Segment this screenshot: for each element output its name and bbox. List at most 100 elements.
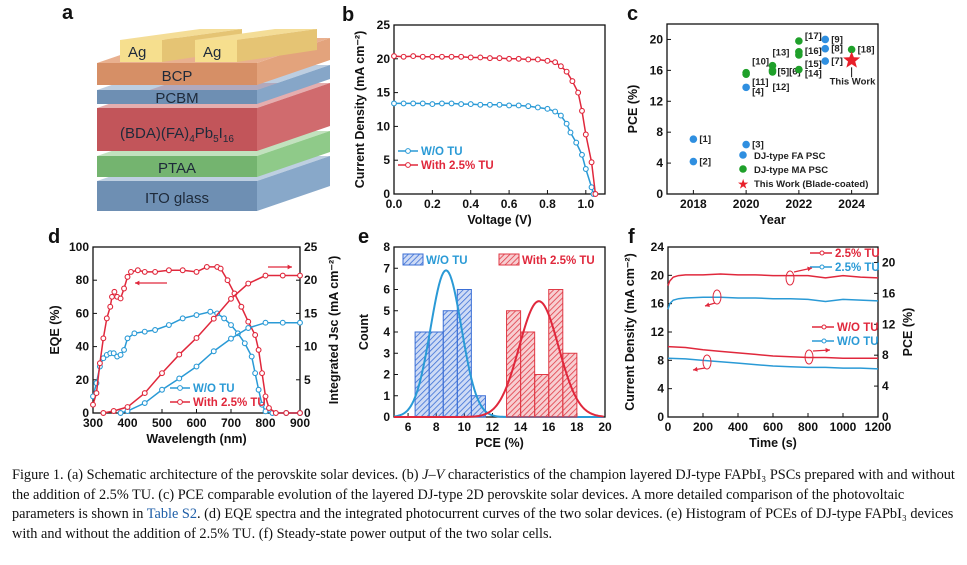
- series-indicator-oval: [702, 354, 712, 370]
- data-point: [410, 53, 417, 60]
- data-point: [534, 104, 541, 111]
- panel-letter-b: b: [342, 4, 354, 26]
- data-point: [575, 89, 582, 96]
- legend-swatch: [498, 253, 520, 266]
- data-point: [193, 335, 200, 341]
- y2-tick-label: 8: [882, 348, 889, 362]
- y-tick-label: 12: [650, 94, 664, 108]
- table-s2-link[interactable]: Table S2: [146, 506, 197, 522]
- legend-label: W/O TU: [837, 336, 879, 348]
- electrode-label: Ag: [203, 44, 221, 61]
- layer-label-bcp: BCP: [162, 68, 193, 85]
- y-tick-label: 20: [651, 268, 665, 282]
- steady-state-curve: [667, 296, 879, 310]
- layer-side: [257, 65, 330, 104]
- data-point: [279, 272, 286, 279]
- data-point: [193, 312, 200, 319]
- x-tick-label: 2022: [786, 197, 813, 211]
- data-point: [552, 108, 559, 115]
- y2-tick-label: 20: [304, 273, 318, 287]
- data-point: [245, 280, 252, 287]
- data-point: [458, 53, 465, 60]
- data-point: [506, 102, 513, 109]
- data-point: [210, 348, 217, 355]
- caption-jv-v: V: [435, 467, 445, 483]
- data-point: [203, 263, 210, 270]
- data-point: [165, 322, 172, 328]
- data-point: [515, 55, 522, 62]
- x-tick-label: 2020: [733, 197, 760, 211]
- layer-side: [257, 83, 330, 151]
- x-axis-label: Wavelength (nm): [146, 432, 246, 446]
- data-point: [262, 319, 269, 326]
- panel-c-pce-scatter: 2018 2020 2022 2024 0 4 8 12 16 20 c Year PCE (%) [1]…: [626, 3, 879, 227]
- x-tick-label: 18: [570, 420, 584, 434]
- y-tick-label: 2: [383, 368, 390, 382]
- figure-caption: Figure 1. (a) Schematic architecture of …: [12, 466, 957, 544]
- y-tick-label: 5: [383, 304, 390, 318]
- data-point: [210, 315, 217, 322]
- arrowhead-icon: [825, 347, 830, 353]
- x-tick-label: 1000: [830, 420, 857, 434]
- data-point: [525, 103, 532, 110]
- point-label: [16]: [805, 46, 822, 57]
- data-point: [579, 107, 585, 114]
- y-tick-label: 4: [656, 156, 663, 170]
- arrowhead-icon: [807, 266, 812, 272]
- data-point: [141, 400, 148, 406]
- data-point: [795, 48, 803, 56]
- data-point: [121, 346, 128, 353]
- data-point: [544, 105, 551, 112]
- y2-tick-label: 16: [882, 286, 896, 300]
- data-point: [228, 322, 234, 328]
- y2-tick-label: 10: [304, 340, 318, 354]
- x-tick-label: 600: [763, 420, 783, 434]
- y-tick-label: 4: [383, 325, 390, 339]
- plot-frame: [393, 24, 606, 195]
- x-tick-label: 0.8: [539, 197, 556, 211]
- data-point: [588, 184, 595, 191]
- y-tick-label: 0: [657, 410, 664, 424]
- caption-jv-j: J: [422, 467, 429, 483]
- panel-a: a Ag Ag BCP PCBM (BDA)(FA)4Pb5I16 PTAA ITO glas…: [62, 2, 330, 211]
- data-point: [259, 370, 265, 377]
- x-tick-label: 0.6: [501, 197, 518, 211]
- data-point: [297, 410, 303, 416]
- data-point: [689, 135, 698, 143]
- data-point: [228, 295, 234, 302]
- data-point: [221, 315, 228, 322]
- y-tick-label: 16: [650, 63, 664, 77]
- data-point: [458, 101, 465, 108]
- data-point: [768, 66, 777, 75]
- histogram-bar: [442, 310, 458, 418]
- legend-label: 2.5% TU: [835, 248, 880, 260]
- legend-with-tu: With 2.5% TU: [193, 397, 266, 409]
- eqe-curve: [92, 266, 300, 414]
- y2-tick-label: 0: [882, 410, 889, 424]
- histogram-bar: [456, 289, 472, 418]
- point-label: [5][6]: [778, 66, 801, 77]
- panel-letter-d: d: [48, 226, 60, 248]
- data-point: [176, 375, 183, 382]
- x-tick-label: 12: [486, 420, 500, 434]
- y2-tick-label: 20: [882, 255, 896, 269]
- legend-wo-tu: W/O TU: [193, 383, 235, 395]
- histogram-bar: [470, 395, 486, 418]
- data-point: [110, 350, 117, 357]
- legend-marker: [739, 151, 747, 159]
- data-point: [124, 335, 131, 342]
- data-point: [279, 319, 286, 326]
- layer-front: [97, 108, 257, 151]
- point-label: [14]: [805, 69, 822, 80]
- x-tick-label: 0.0: [386, 197, 403, 211]
- data-point: [107, 303, 114, 310]
- data-point: [193, 268, 200, 275]
- x-tick-label: 800: [798, 420, 818, 434]
- data-point: [821, 35, 830, 44]
- x-tick-label: 20: [598, 420, 612, 434]
- y-tick-label: 20: [76, 373, 90, 387]
- point-label: [4]: [752, 86, 764, 97]
- y-tick-label: 20: [650, 32, 664, 46]
- data-point: [419, 53, 426, 60]
- caption-text: Figure 1. (a) Schematic architecture of …: [12, 467, 423, 483]
